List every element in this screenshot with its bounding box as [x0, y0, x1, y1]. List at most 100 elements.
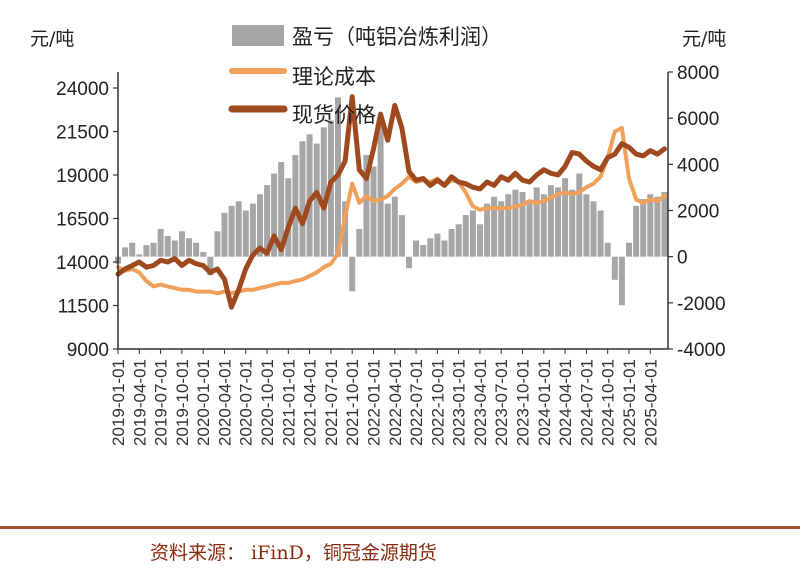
profit-bar: [455, 224, 462, 257]
x-tick-label: 2020-10-01: [258, 359, 277, 446]
profit-bar: [264, 185, 271, 257]
x-tick-label: 2020-01-01: [194, 359, 213, 446]
profit-bar: [271, 173, 278, 257]
profit-bar: [157, 229, 164, 257]
profit-bar: [242, 210, 249, 257]
x-tick-label: 2020-04-01: [215, 359, 234, 446]
profit-bar: [406, 256, 412, 269]
spot-price-line: [115, 94, 667, 310]
profit-bar: [207, 256, 214, 276]
legend-swatch-profit: [232, 25, 284, 46]
legend-label: 盈亏（吨铝冶炼利润）: [292, 25, 502, 49]
profit-bar: [257, 194, 263, 257]
x-tick-label: 2023-07-01: [492, 359, 511, 446]
x-tick-label: 2023-01-01: [450, 359, 469, 446]
profit-bar: [647, 194, 654, 257]
profit-bar: [249, 203, 256, 257]
profit-bar: [413, 240, 420, 257]
profit-bar: [569, 189, 576, 257]
x-tick-label: 2024-07-01: [577, 359, 596, 446]
profit-bar: [342, 201, 349, 257]
right-tick-label: 8000: [677, 63, 719, 84]
profit-bar: [214, 231, 221, 257]
profit-bar: [597, 210, 604, 257]
right-tick-label: 6000: [677, 109, 719, 130]
profit-bar: [562, 178, 569, 257]
profit-bar: [491, 196, 498, 257]
profit-bar: [484, 203, 491, 257]
x-tick-label: 2024-10-01: [599, 359, 618, 446]
left-tick-label: 14000: [56, 253, 109, 274]
x-tick-label: 2019-10-01: [173, 359, 192, 446]
profit-bar: [498, 201, 505, 257]
x-tick-label: 2022-10-01: [428, 359, 447, 446]
x-tick-label: 2022-01-01: [364, 359, 383, 446]
legend-label: 现货价格: [292, 103, 376, 127]
profit-bar: [462, 215, 469, 257]
source-note: 资料来源： iFinD，铜冠金源期货: [150, 542, 437, 564]
left-tick-label: 11500: [58, 297, 109, 318]
left-tick-label: 24000: [56, 79, 109, 100]
profit-bar: [398, 215, 405, 257]
x-tick-label: 2021-04-01: [301, 359, 320, 446]
profit-bar: [661, 192, 668, 257]
x-tick-label: 2023-04-01: [471, 359, 490, 446]
profit-bar: [448, 229, 455, 257]
footer-divider: [0, 526, 800, 529]
profit-bar: [285, 178, 292, 257]
x-tick-label: 2021-10-01: [343, 359, 362, 446]
profit-bar: [477, 224, 483, 257]
profit-bar: [363, 155, 370, 257]
x-tick-label: 2022-07-01: [407, 359, 426, 446]
profit-bar: [391, 196, 398, 257]
profit-bar: [434, 233, 441, 257]
right-tick-label: 4000: [677, 155, 719, 176]
profit-bar: [384, 203, 391, 257]
profit-bar: [547, 185, 554, 257]
right-tick-label: 0: [677, 248, 688, 269]
profit-bar: [299, 141, 306, 257]
profit-bar: [171, 240, 178, 257]
profit-bar: [512, 189, 519, 257]
profit-bar: [654, 196, 661, 257]
profit-bar: [193, 242, 200, 257]
x-tick-label: 2022-04-01: [386, 359, 405, 446]
profit-bar: [427, 238, 434, 257]
left-tick-label: 16500: [56, 210, 109, 231]
profit-bar: [178, 231, 185, 257]
profit-bar: [370, 166, 377, 257]
profit-bar: [618, 256, 625, 306]
profit-bar: [533, 187, 540, 257]
profit-bar: [235, 201, 242, 257]
profit-bar: [576, 173, 583, 257]
profit-bar: [349, 256, 356, 292]
chart: 24000 21500 19000 16500 14000 11500 9000 8000 60…: [30, 25, 726, 446]
x-tick-label: 2024-01-01: [535, 359, 554, 446]
x-tick-label: 2021-01-01: [279, 359, 298, 446]
profit-bar: [583, 194, 590, 257]
profit-bar: [526, 201, 533, 257]
profit-bar: [377, 122, 384, 257]
profit-bar: [320, 127, 327, 257]
right-tick-label: -4000: [677, 340, 726, 361]
profit-bar: [441, 240, 448, 257]
profit-bar: [150, 242, 157, 257]
x-tick-label: 2024-04-01: [556, 359, 575, 446]
right-tick-label: -2000: [677, 294, 726, 315]
profit-bar: [640, 199, 647, 257]
profit-bar: [143, 245, 150, 257]
profit-bar: [200, 252, 207, 257]
profit-bar: [186, 238, 192, 257]
profit-bar: [129, 242, 136, 257]
x-tick-label: 2019-04-01: [130, 359, 149, 446]
line-series: [115, 94, 667, 310]
x-tick-label: 2019-01-01: [109, 359, 128, 446]
legend-label: 理论成本: [292, 65, 376, 89]
left-tick-label: 9000: [67, 340, 109, 361]
x-tick-label: 2020-07-01: [237, 359, 256, 446]
profit-bar: [306, 134, 313, 257]
x-tick-label: 2019-07-01: [152, 359, 171, 446]
profit-bar: [519, 192, 526, 257]
profit-bar: [228, 205, 235, 257]
